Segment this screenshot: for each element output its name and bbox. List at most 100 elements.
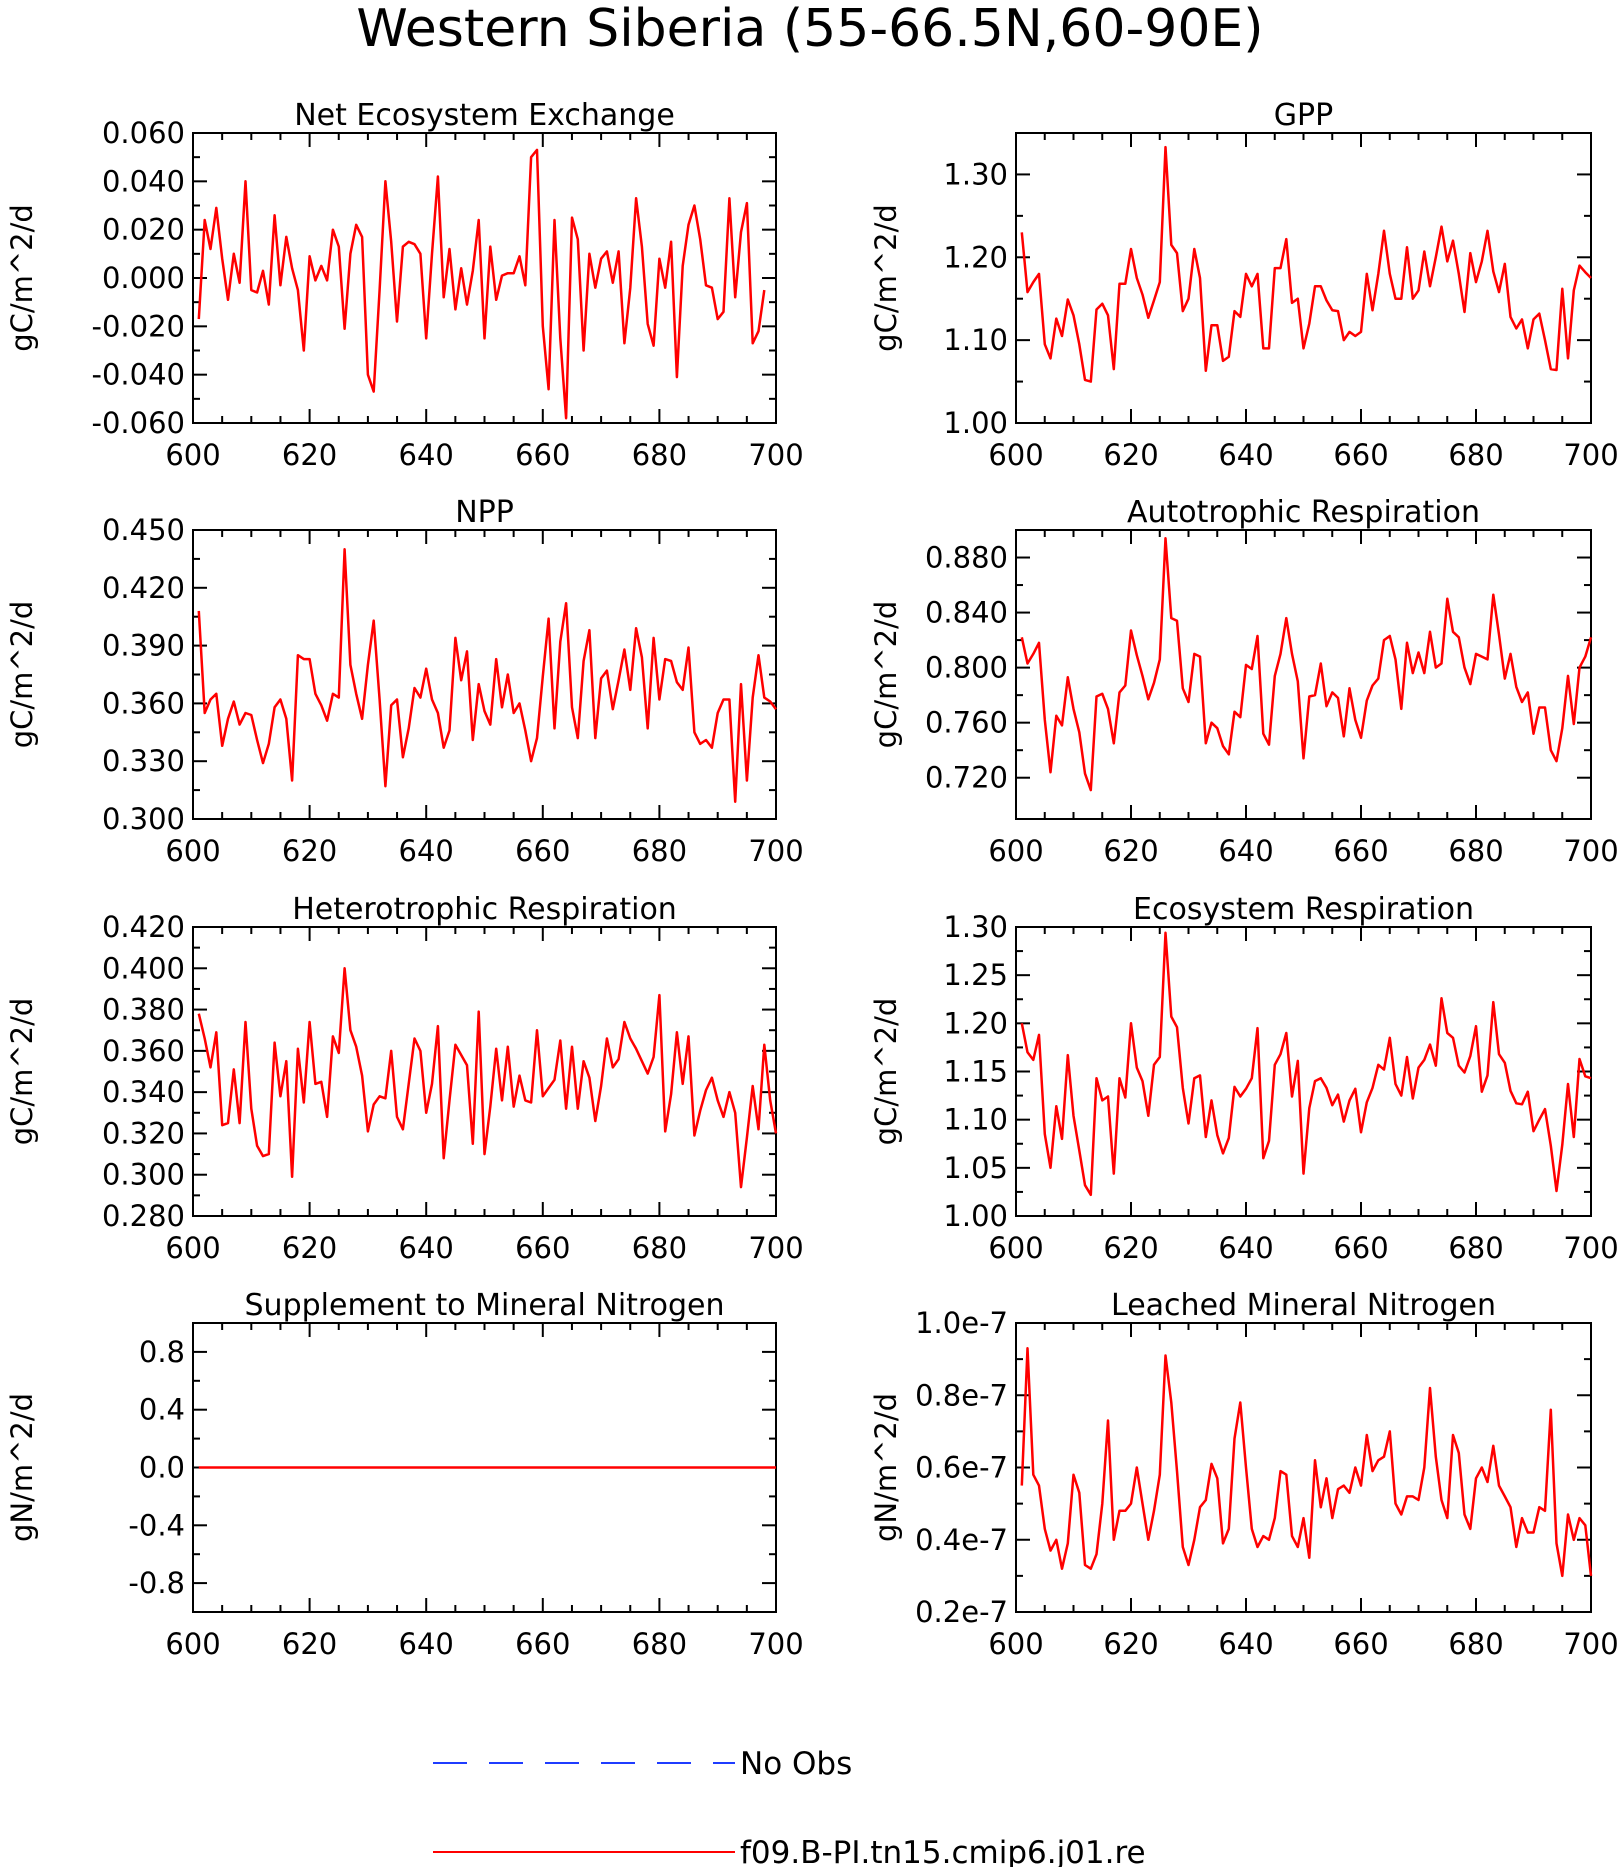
x-tick-label: 600	[165, 834, 220, 868]
y-tick-label: 0.330	[102, 744, 185, 778]
chart-panel-8: Leached Mineral Nitrogen gN/m^2/d 0.2e-7 0.…	[869, 1288, 1619, 1661]
x-tick-label: 660	[1333, 1627, 1388, 1661]
x-tick-label: 640	[399, 1231, 454, 1265]
x-tick-label: 700	[1563, 834, 1618, 868]
y-tick-label: 0.840	[925, 596, 1008, 630]
legend-model-label: f09.B-PI.tn15.cmip6.j01.re	[740, 1835, 1146, 1867]
x-tick-label: 680	[632, 1627, 687, 1661]
x-tick-label: 640	[1218, 438, 1273, 472]
x-tick-label: 680	[632, 834, 687, 868]
y-tick-label: 0.300	[102, 802, 185, 836]
x-tick-label: 700	[748, 438, 803, 472]
y-tick-label: 1.00	[943, 1199, 1008, 1233]
panel-title: NPP	[455, 495, 514, 530]
y-tick-label: 0.2e-7	[915, 1595, 1008, 1629]
x-tick-label: 640	[399, 1627, 454, 1661]
y-axis-label: gN/m^2/d	[869, 1393, 903, 1542]
y-tick-label: 0.800	[925, 651, 1008, 685]
chart-panel-4: Autotrophic Respiration gC/m^2/d 0.720 0.76…	[869, 495, 1619, 868]
x-tick-label: 660	[1333, 438, 1388, 472]
panel-title: Autotrophic Respiration	[1127, 495, 1480, 530]
plot-frame	[1015, 1322, 1592, 1613]
y-tick-label: 1.15	[943, 1055, 1008, 1089]
series-line	[197, 148, 766, 420]
y-tick-label: 0.000	[102, 261, 185, 295]
plot-frame	[1015, 132, 1592, 424]
y-tick-label: 1.10	[943, 1103, 1008, 1137]
y-tick-label: 0.4	[139, 1393, 185, 1427]
x-tick-label: 620	[1103, 834, 1158, 868]
plot-frame	[192, 529, 777, 820]
y-tick-label: 0.360	[102, 1034, 185, 1068]
x-tick-label: 600	[988, 1627, 1043, 1661]
y-tick-label: 1.20	[943, 1006, 1008, 1040]
series-line	[1020, 1347, 1593, 1578]
y-tick-label: -0.060	[92, 406, 186, 440]
y-axis-label: gC/m^2/d	[869, 204, 903, 352]
x-tick-label: 640	[1218, 1627, 1273, 1661]
panel-title: Heterotrophic Respiration	[292, 892, 677, 927]
legend-obs-label: No Obs	[740, 1746, 852, 1782]
x-tick-label: 600	[988, 1231, 1043, 1265]
series-line	[197, 967, 778, 1189]
x-tick-label: 600	[165, 1231, 220, 1265]
y-tick-label: 1.00	[943, 406, 1008, 440]
x-tick-label: 620	[282, 438, 337, 472]
x-tick-label: 600	[165, 1627, 220, 1661]
y-tick-label: -0.020	[92, 309, 186, 343]
y-tick-label: 0.0	[139, 1451, 185, 1485]
y-axis-label: gC/m^2/d	[5, 998, 39, 1146]
x-tick-label: 620	[282, 1231, 337, 1265]
x-tick-label: 640	[399, 834, 454, 868]
y-tick-label: 0.300	[102, 1158, 185, 1192]
y-axis-label: gC/m^2/d	[5, 204, 39, 352]
y-tick-label: 0.420	[102, 910, 185, 944]
x-tick-label: 620	[282, 834, 337, 868]
y-axis-label: gC/m^2/d	[869, 601, 903, 749]
x-tick-label: 660	[1333, 1231, 1388, 1265]
y-tick-label: 0.400	[102, 951, 185, 985]
y-tick-label: 0.4e-7	[915, 1523, 1008, 1557]
chart-panel-5: Heterotrophic Respiration gC/m^2/d 0.280 0.…	[5, 892, 804, 1265]
panel-title: Net Ecosystem Exchange	[294, 98, 675, 133]
y-tick-label: 0.060	[102, 116, 185, 150]
y-tick-label: 0.360	[102, 686, 185, 720]
y-tick-label: 0.760	[925, 706, 1008, 740]
y-tick-label: 1.05	[943, 1151, 1008, 1185]
y-tick-label: 0.720	[925, 761, 1008, 795]
y-tick-label: 0.280	[102, 1199, 185, 1233]
x-tick-label: 680	[1448, 438, 1503, 472]
x-tick-label: 620	[282, 1627, 337, 1661]
x-tick-label: 680	[1448, 1627, 1503, 1661]
y-tick-label: 0.390	[102, 629, 185, 663]
x-tick-label: 640	[399, 438, 454, 472]
series-line	[1020, 537, 1593, 792]
y-axis-label: gC/m^2/d	[5, 601, 39, 749]
y-tick-label: 0.8	[139, 1335, 185, 1369]
x-tick-label: 680	[632, 438, 687, 472]
x-tick-label: 620	[1103, 1627, 1158, 1661]
chart-panel-6: Ecosystem Respiration gC/m^2/d 1.00 1.05 1.1…	[869, 892, 1619, 1265]
y-tick-label: 0.880	[925, 541, 1008, 575]
y-tick-label: 0.420	[102, 571, 185, 605]
y-tick-label: -0.040	[92, 358, 186, 392]
series-line	[197, 548, 777, 803]
x-tick-label: 700	[1563, 1231, 1618, 1265]
x-tick-label: 700	[748, 1231, 803, 1265]
y-tick-label: 0.380	[102, 993, 185, 1027]
x-tick-label: 660	[515, 1627, 570, 1661]
series-line	[1020, 145, 1592, 383]
panel-title: GPP	[1274, 98, 1333, 133]
x-tick-label: 640	[1218, 834, 1273, 868]
chart-panel-3: NPP gC/m^2/d 0.300 0.330 0.360 0.390 0.420 0.45…	[5, 495, 804, 868]
y-tick-label: 1.30	[943, 157, 1008, 191]
x-tick-label: 620	[1103, 1231, 1158, 1265]
series-line	[1020, 931, 1592, 1197]
y-tick-label: 1.0e-7	[915, 1306, 1008, 1340]
x-tick-label: 660	[515, 834, 570, 868]
x-tick-label: 700	[748, 834, 803, 868]
y-tick-label: -0.8	[128, 1566, 185, 1600]
y-tick-label: 1.30	[943, 910, 1008, 944]
y-tick-label: 1.20	[943, 240, 1008, 274]
x-tick-label: 600	[988, 834, 1043, 868]
